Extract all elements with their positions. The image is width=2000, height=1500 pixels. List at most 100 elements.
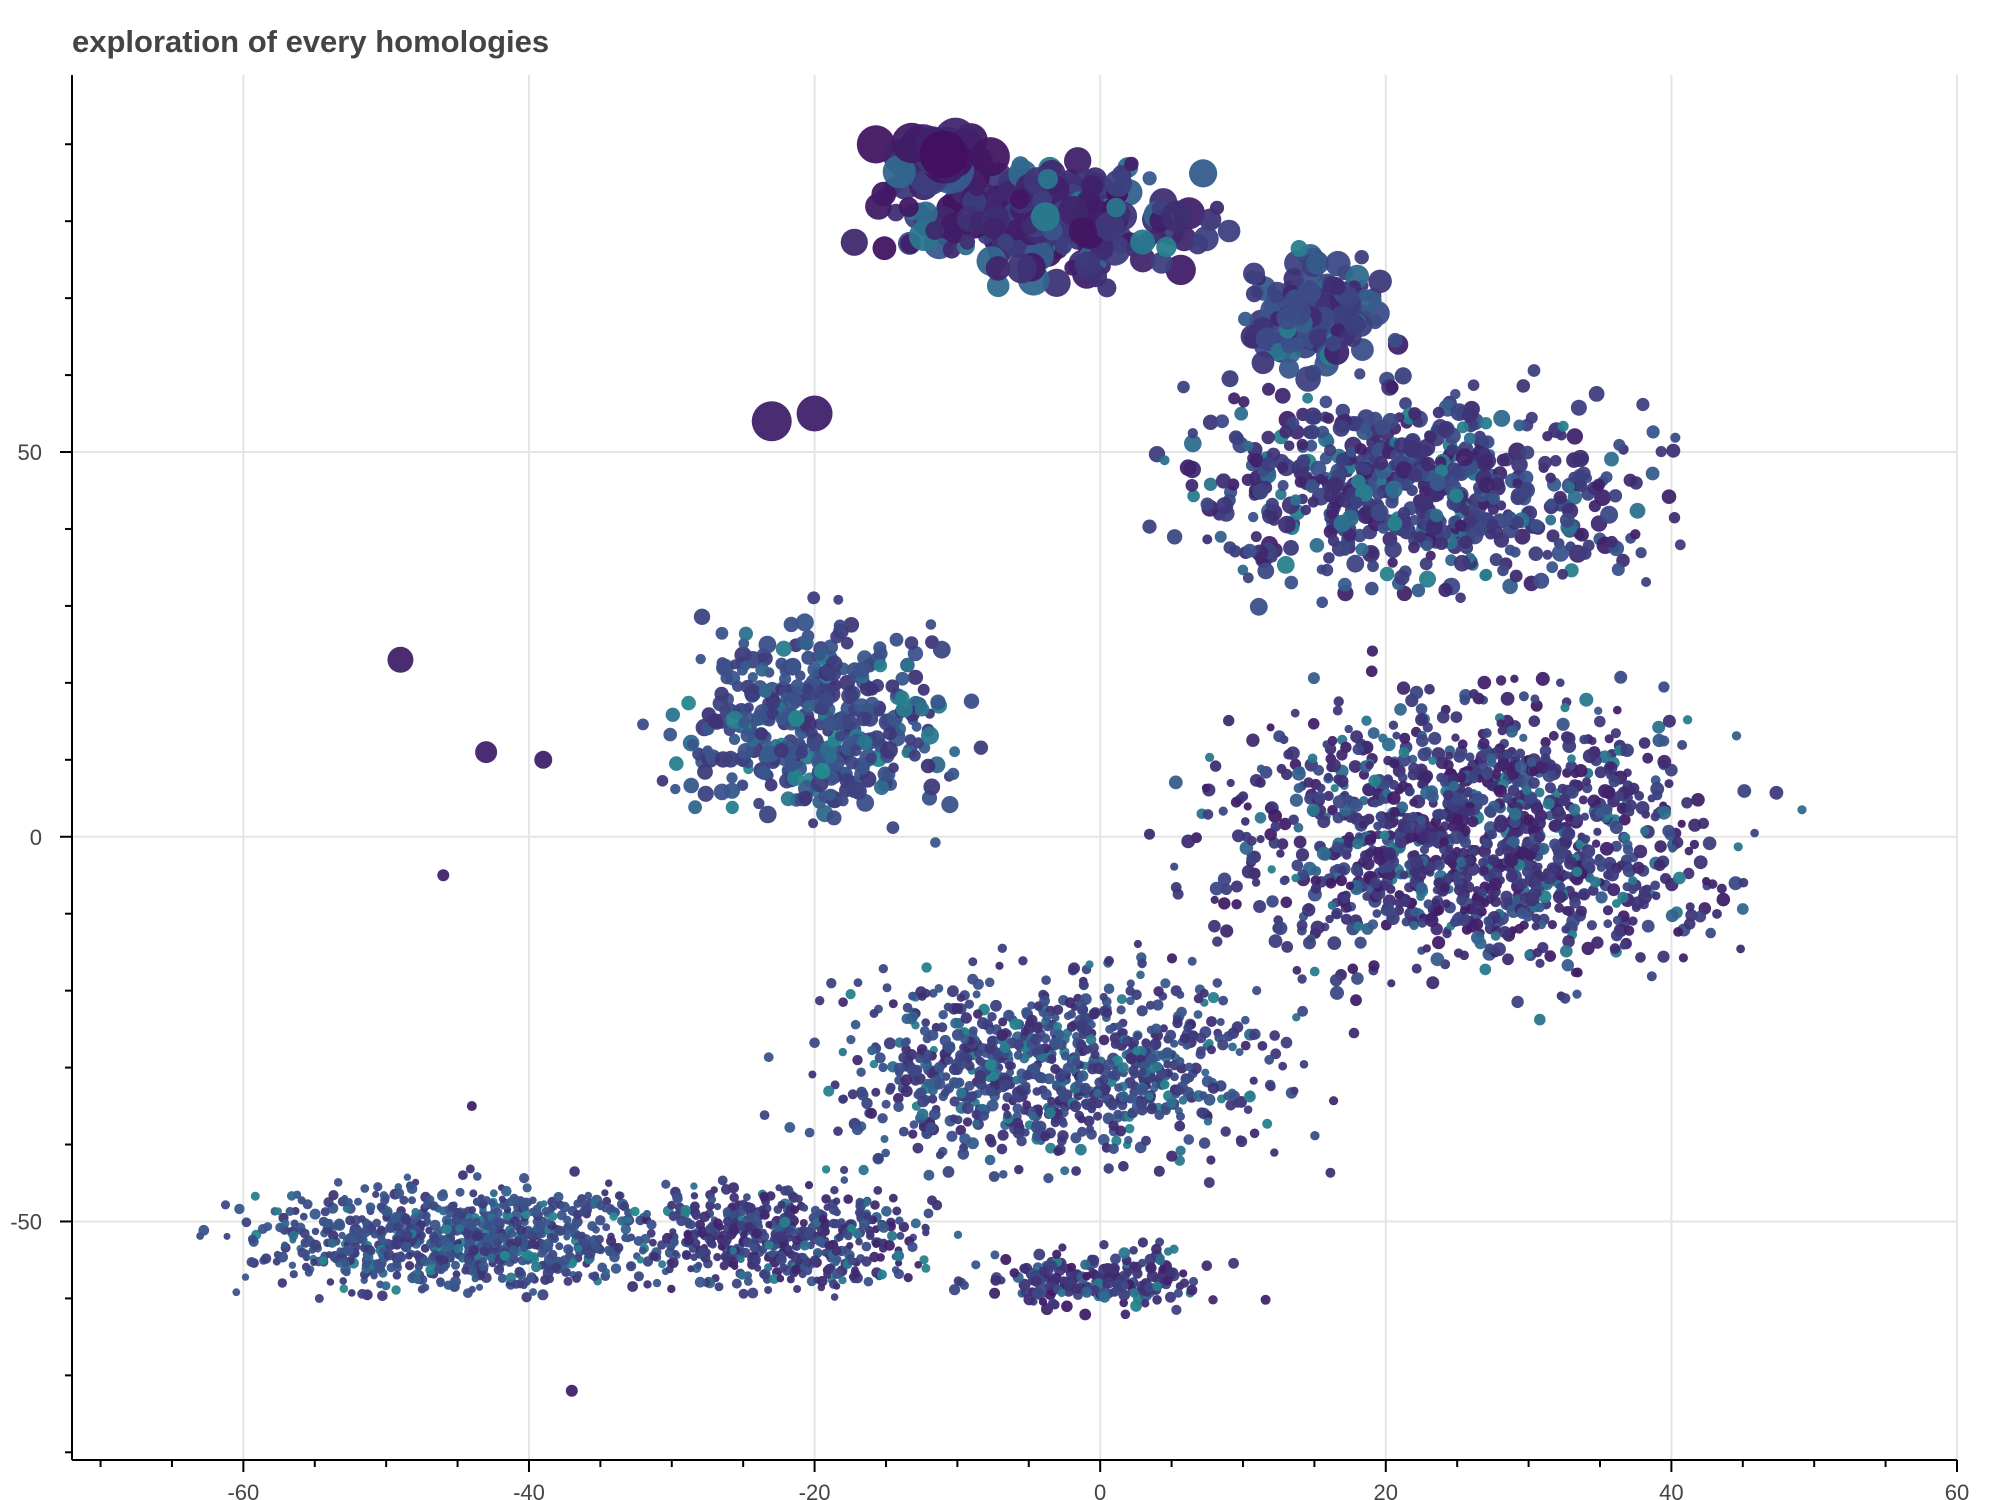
data-point: [640, 1234, 650, 1244]
data-point: [569, 1166, 580, 1177]
data-point: [1130, 1070, 1139, 1079]
data-point: [764, 1263, 772, 1271]
data-point: [1279, 359, 1299, 379]
data-point: [1442, 899, 1451, 908]
data-point: [1344, 795, 1353, 804]
data-point: [1294, 823, 1304, 833]
data-point: [801, 651, 815, 665]
data-point: [1181, 835, 1195, 849]
data-point: [1797, 805, 1806, 814]
data-point: [1405, 787, 1414, 796]
data-point: [1594, 707, 1602, 715]
data-point: [1493, 410, 1510, 427]
data-point: [1340, 546, 1350, 556]
data-point: [1211, 896, 1219, 904]
data-point: [1502, 953, 1514, 965]
data-point: [1511, 456, 1528, 473]
data-point: [555, 1242, 563, 1250]
data-point: [1022, 1100, 1031, 1109]
data-point: [1125, 1124, 1135, 1134]
data-point: [999, 1079, 1011, 1091]
data-point: [777, 1201, 785, 1209]
data-point: [337, 1247, 344, 1254]
data-point: [1459, 806, 1469, 816]
data-point: [866, 683, 879, 696]
data-point: [1234, 407, 1248, 421]
data-point: [1143, 171, 1157, 185]
data-point: [1519, 734, 1527, 742]
data-point: [1560, 993, 1571, 1004]
data-point: [1308, 754, 1318, 764]
data-point: [1297, 920, 1308, 931]
data-point: [1281, 897, 1293, 909]
data-point: [429, 1232, 438, 1241]
data-point: [1734, 842, 1743, 851]
data-point: [1124, 1136, 1132, 1144]
data-point: [801, 1204, 809, 1212]
data-point: [437, 1190, 448, 1201]
data-point: [838, 1095, 847, 1104]
data-point: [722, 751, 739, 768]
data-point: [1490, 553, 1503, 566]
data-point: [924, 1170, 935, 1181]
data-point: [1665, 779, 1674, 788]
data-point: [1010, 189, 1030, 209]
data-point: [807, 591, 820, 604]
data-point: [999, 1170, 1008, 1179]
data-point: [328, 1239, 337, 1248]
data-point: [850, 783, 867, 800]
data-point: [822, 1165, 830, 1173]
data-point: [1662, 825, 1675, 838]
data-point: [952, 1003, 963, 1014]
data-point: [1353, 744, 1364, 755]
data-point: [1624, 926, 1634, 936]
data-point: [1160, 978, 1170, 988]
data-point: [1486, 753, 1497, 764]
data-point: [1456, 895, 1466, 905]
data-point: [1141, 1136, 1151, 1146]
data-point: [1568, 490, 1582, 504]
data-point: [1575, 528, 1589, 542]
data-point: [411, 1208, 419, 1216]
data-point: [1141, 1038, 1150, 1047]
data-point: [1013, 1039, 1024, 1050]
data-point: [1562, 906, 1571, 915]
data-point: [1639, 886, 1650, 897]
data-point: [315, 1294, 324, 1303]
data-point: [1252, 483, 1268, 499]
data-point: [1662, 489, 1677, 504]
data-point: [469, 1286, 476, 1293]
data-point: [1669, 512, 1680, 523]
data-point: [1334, 696, 1344, 706]
data-point: [1385, 481, 1403, 499]
data-point: [1632, 862, 1644, 874]
data-point: [1316, 474, 1327, 485]
data-point: [850, 744, 862, 756]
data-point: [996, 1029, 1008, 1041]
data-point: [1541, 753, 1551, 763]
data-point: [909, 1011, 919, 1021]
data-point: [928, 1094, 937, 1103]
data-point: [726, 772, 737, 783]
data-point: [414, 1276, 422, 1284]
data-point: [242, 1217, 252, 1227]
data-point: [1241, 1041, 1251, 1051]
data-point: [1005, 1061, 1014, 1070]
data-point: [456, 1224, 465, 1233]
data-point: [1324, 773, 1333, 782]
data-point: [1295, 476, 1307, 488]
data-point: [1485, 943, 1495, 953]
data-point: [359, 1227, 370, 1238]
data-point: [1371, 504, 1389, 522]
data-point: [1255, 777, 1266, 788]
data-point: [338, 1232, 345, 1239]
data-point: [559, 1202, 570, 1213]
data-point: [575, 1271, 583, 1279]
data-point: [972, 1120, 980, 1128]
data-point: [1642, 753, 1653, 764]
data-point: [1290, 794, 1303, 807]
data-point: [1146, 1104, 1157, 1115]
data-point: [1243, 263, 1265, 285]
data-point: [289, 1262, 296, 1269]
data-point: [499, 1196, 506, 1203]
